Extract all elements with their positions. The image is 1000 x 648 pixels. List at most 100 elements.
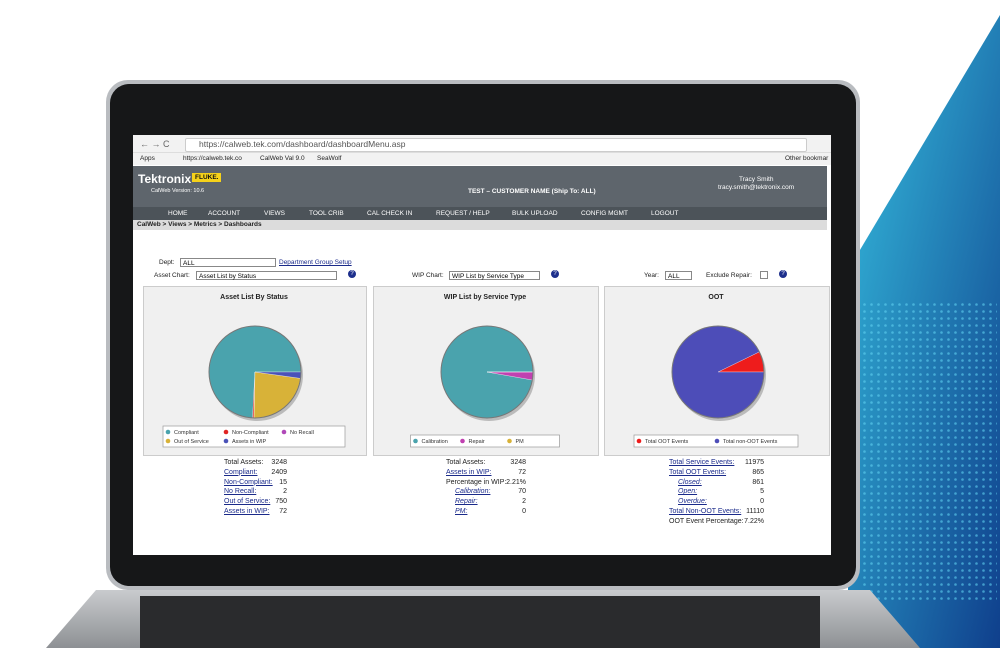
- brand: Tektronix: [138, 172, 192, 186]
- stat-label[interactable]: Total OOT Events:: [669, 468, 727, 476]
- nav-item[interactable]: CAL CHECK IN: [367, 210, 413, 217]
- legend-swatch: [636, 438, 642, 444]
- stat-value: 3248: [510, 459, 526, 466]
- pie-chart: Compliant Non-Compliant No Recall Out of Se…: [162, 325, 346, 448]
- url: https://calweb.tek.com/dashboard/dashboa…: [199, 139, 406, 149]
- exclude-label: Exclude Repair:: [706, 272, 752, 279]
- stat-value: 2: [522, 498, 526, 506]
- year-label: Year:: [644, 272, 659, 279]
- wip-chart-value: WIP List by Service Type: [452, 273, 525, 280]
- stat-label: Percentage in WIP:: [446, 478, 507, 486]
- legend-swatch: [413, 438, 418, 444]
- bookmark[interactable]: SeaWolf: [317, 155, 342, 162]
- nav-arrows: ← → C: [140, 139, 170, 149]
- legend-label: Out of Service: [174, 439, 209, 445]
- legend-swatch: [281, 429, 287, 435]
- pie-rim: [208, 325, 302, 419]
- bookmark[interactable]: Other bookmar: [785, 155, 829, 162]
- stat-label[interactable]: Assets in WIP:: [224, 508, 270, 515]
- stat-label[interactable]: Calibration:: [455, 488, 491, 496]
- version: CalWeb Version: 10.6: [151, 188, 205, 194]
- pie-slice: [253, 371, 301, 419]
- chart-title: OOT: [708, 294, 724, 301]
- legend-swatch: [460, 438, 465, 444]
- user-email: tracy.smith@tektronix.com: [718, 184, 795, 191]
- stat-label: Total Assets:: [224, 459, 264, 466]
- legend-swatch: [165, 438, 171, 444]
- nav-item[interactable]: CONFIG MGMT: [581, 210, 628, 217]
- nav-item[interactable]: VIEWS: [264, 210, 285, 217]
- stat-label[interactable]: Non-Compliant:: [224, 478, 273, 486]
- stat-value: 0: [760, 498, 764, 506]
- stat-value: 3248: [271, 459, 287, 466]
- nav-item[interactable]: TOOL CRIB: [309, 210, 344, 217]
- header: [133, 166, 827, 207]
- stat-label[interactable]: Closed:: [678, 478, 702, 486]
- legend-box: [410, 434, 560, 448]
- year-select[interactable]: ALL: [665, 271, 692, 280]
- help-icon[interactable]: ?: [348, 270, 356, 278]
- chart-title: Asset List By Status: [220, 294, 288, 301]
- stat-value: 861: [752, 478, 764, 486]
- legend-swatch: [223, 438, 229, 444]
- nav-item[interactable]: ACCOUNT: [208, 210, 241, 217]
- wip-chart-label: WIP Chart:: [412, 272, 444, 279]
- stat-label[interactable]: Overdue:: [678, 498, 707, 506]
- wip-chart-select[interactable]: WIP List by Service Type: [449, 271, 540, 280]
- legend-label: Calibration: [422, 439, 448, 445]
- stat-label[interactable]: Total Non-OOT Events:: [669, 508, 742, 515]
- stat-value: 11110: [746, 508, 764, 515]
- stat-value: 2: [283, 488, 287, 496]
- stat-value: 5: [760, 488, 764, 496]
- dept-link[interactable]: Department Group Setup: [279, 259, 352, 266]
- address-bar[interactable]: [185, 138, 807, 152]
- exclude-checkbox[interactable]: [760, 271, 768, 279]
- dept-label: Dept:: [159, 259, 175, 266]
- stat-value: 2.21%: [506, 478, 526, 486]
- year-value: ALL: [668, 273, 680, 280]
- stat-value: 7.22%: [744, 517, 764, 525]
- user-name: Tracy Smith: [739, 176, 774, 183]
- legend-label: Compliant: [174, 430, 199, 436]
- customer: TEST – CUSTOMER NAME (Ship To: ALL): [468, 188, 596, 195]
- legend-label: Non-Compliant: [232, 430, 269, 436]
- nav-item[interactable]: HOME: [168, 210, 188, 217]
- chart-panel: [604, 286, 830, 456]
- stat-label[interactable]: Repair:: [455, 498, 478, 506]
- stat-label[interactable]: Open:: [678, 488, 698, 496]
- nav-item[interactable]: LOGOUT: [651, 210, 679, 217]
- stat-value: 865: [752, 468, 764, 476]
- stat-value: 72: [279, 508, 287, 515]
- legend-label: PM: [516, 439, 525, 445]
- stat-label[interactable]: Compliant:: [224, 468, 258, 476]
- breadcrumb-bar: [133, 220, 827, 230]
- pie-chart: Total OOT Events Total non-OOT Events: [633, 325, 799, 448]
- bookmark[interactable]: Apps: [140, 155, 155, 162]
- stat-label[interactable]: Assets in WIP:: [446, 468, 492, 476]
- pie-rim: [440, 325, 534, 419]
- bookmark[interactable]: https://calweb.tek.co: [183, 155, 242, 162]
- asset-chart-select[interactable]: Asset List by Status: [196, 271, 337, 280]
- stat-label: OOT Event Percentage:: [669, 517, 744, 525]
- help-icon[interactable]: ?: [779, 270, 787, 278]
- bookmark[interactable]: CalWeb Val 9.0: [260, 155, 305, 162]
- legend-label: Total OOT Events: [645, 439, 689, 445]
- legend-swatch: [714, 438, 720, 444]
- stat-value: 72: [518, 468, 526, 476]
- dept-select[interactable]: ALL: [180, 258, 276, 267]
- stat-label[interactable]: No Recall:: [224, 488, 257, 496]
- breadcrumb: CalWeb > Views > Metrics > Dashboards: [137, 221, 262, 228]
- nav-item[interactable]: BULK UPLOAD: [512, 210, 558, 217]
- nav-item[interactable]: REQUEST / HELP: [436, 210, 490, 217]
- stat-label[interactable]: PM:: [455, 508, 468, 515]
- pie-rim: [671, 325, 765, 419]
- partner: FLUKE.: [192, 173, 222, 182]
- help-icon[interactable]: ?: [551, 270, 559, 278]
- stat-label[interactable]: Out of Service:: [224, 498, 271, 506]
- dept-value: ALL: [183, 260, 195, 267]
- stat-label[interactable]: Total Service Events:: [669, 459, 735, 466]
- legend-label: Assets in WIP: [232, 439, 267, 445]
- stat-value: 70: [518, 488, 526, 496]
- asset-chart-label: Asset Chart:: [154, 272, 190, 279]
